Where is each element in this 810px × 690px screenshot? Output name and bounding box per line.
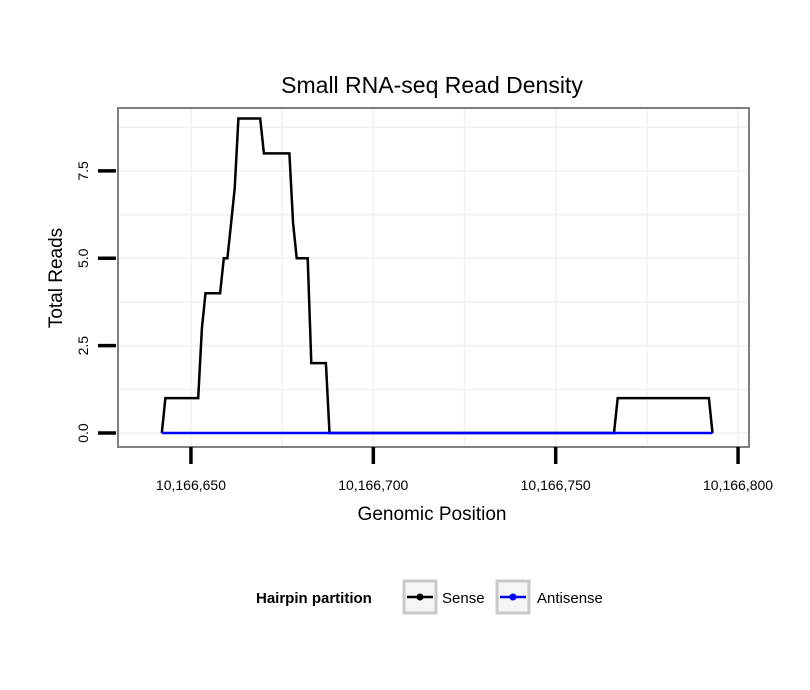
x-tick-label: 10,166,750 bbox=[521, 477, 591, 493]
x-tick-label: 10,166,650 bbox=[156, 477, 226, 493]
legend-key-point bbox=[416, 593, 424, 601]
y-tick-label: 7.5 bbox=[75, 161, 91, 181]
plot-panel bbox=[117, 107, 750, 448]
series-lines bbox=[160, 117, 714, 435]
legend-label-antisense: Antisense bbox=[537, 590, 603, 607]
legend: Hairpin partition Sense Antisense bbox=[256, 579, 603, 615]
legend-key-point bbox=[509, 593, 517, 601]
axes: 10,166,650 10,166,700 10,166,750 10,166,800… bbox=[75, 161, 773, 493]
legend-label-sense: Sense bbox=[442, 590, 485, 607]
y-tick-label: 2.5 bbox=[75, 336, 91, 356]
legend-title: Hairpin partition bbox=[256, 590, 372, 607]
y-tick-label: 0.0 bbox=[75, 423, 91, 443]
y-tick-label: 5.0 bbox=[75, 248, 91, 268]
x-tick-label: 10,166,700 bbox=[338, 477, 408, 493]
x-tick-label: 10,166,800 bbox=[703, 477, 773, 493]
grid bbox=[118, 108, 749, 447]
series-line-sense bbox=[160, 117, 714, 435]
y-axis-title: Total Reads bbox=[46, 228, 67, 328]
chart-title: Small RNA-seq Read Density bbox=[281, 72, 583, 98]
x-axis-title: Genomic Position bbox=[358, 504, 507, 525]
